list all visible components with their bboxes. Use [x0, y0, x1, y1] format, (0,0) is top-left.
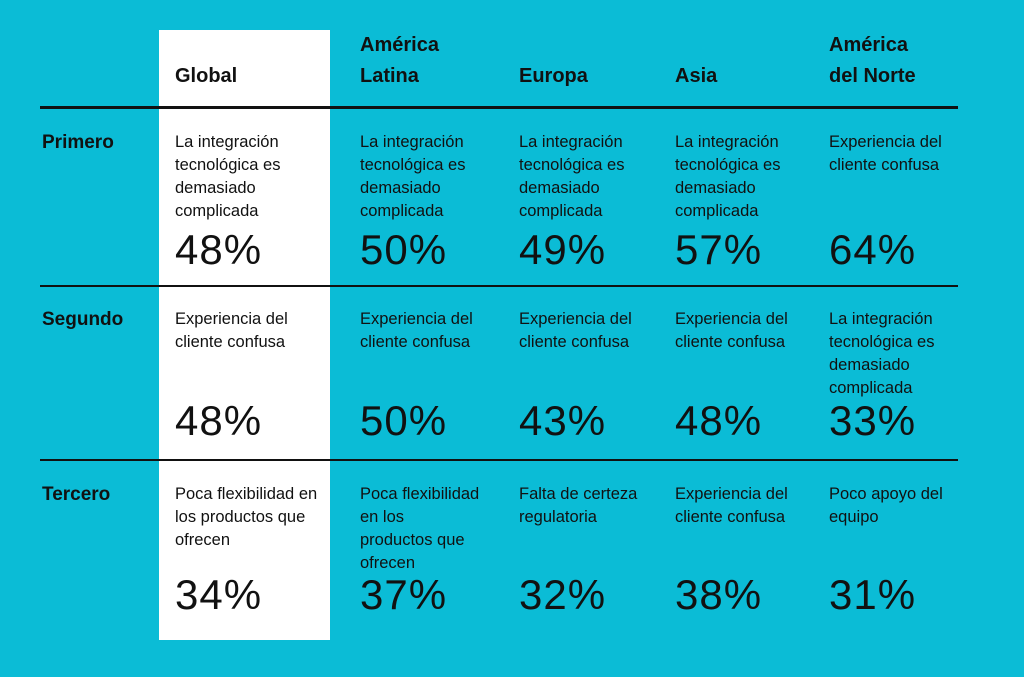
cell-text: La integración tecnológica es demasiado … [519, 133, 625, 220]
cell-percent: 50% [360, 226, 448, 273]
cell-percent: 43% [519, 397, 607, 444]
cell-percent: 31% [829, 571, 917, 618]
row-label: Tercero [42, 484, 111, 505]
cell-text: Falta de certeza regulatoria [519, 485, 638, 526]
cell-percent: 33% [829, 397, 917, 444]
header-rule [40, 106, 958, 109]
cell-text: Experiencia del cliente confusa [175, 310, 288, 351]
row-rule [40, 285, 958, 287]
column-header: Asia [675, 65, 718, 87]
global-highlight [159, 30, 330, 640]
cell-percent: 34% [175, 571, 263, 618]
cell-percent: 48% [175, 226, 263, 273]
column-header: Europa [519, 65, 588, 87]
cell-text: Poca flexibilidad en los productos que o… [360, 485, 480, 572]
column-header: Global [175, 65, 238, 87]
cell-percent: 48% [175, 397, 263, 444]
cell-percent: 64% [829, 226, 917, 273]
cell-percent: 48% [675, 397, 763, 444]
cell-text: La integración tecnológica es demasiado … [175, 133, 281, 220]
column-header: América del Norte [829, 34, 916, 87]
column-header: América Latina [360, 34, 439, 87]
cell-text: Experiencia del cliente confusa [519, 310, 632, 351]
cell-percent: 57% [675, 226, 763, 273]
cell-text: Experiencia del cliente confusa [675, 310, 788, 351]
cell-percent: 50% [360, 397, 448, 444]
row-label: Primero [42, 132, 114, 153]
row-label: Segundo [42, 309, 124, 330]
cell-text: La integración tecnológica es demasiado … [360, 133, 466, 220]
cell-text: Experiencia del cliente confusa [360, 310, 473, 351]
cell-text: Experiencia del cliente confusa [829, 133, 942, 174]
cell-text: Experiencia del cliente confusa [675, 485, 788, 526]
cell-text: La integración tecnológica es demasiado … [675, 133, 781, 220]
cell-text: Poco apoyo del equipo [829, 485, 943, 526]
cell-percent: 38% [675, 571, 763, 618]
cell-text: Poca flexibilidad en los productos que o… [175, 485, 318, 549]
cell-percent: 37% [360, 571, 448, 618]
row-rule [40, 459, 958, 461]
cell-percent: 49% [519, 226, 607, 273]
cell-text: La integración tecnológica es demasiado … [829, 310, 935, 397]
cell-percent: 32% [519, 571, 607, 618]
